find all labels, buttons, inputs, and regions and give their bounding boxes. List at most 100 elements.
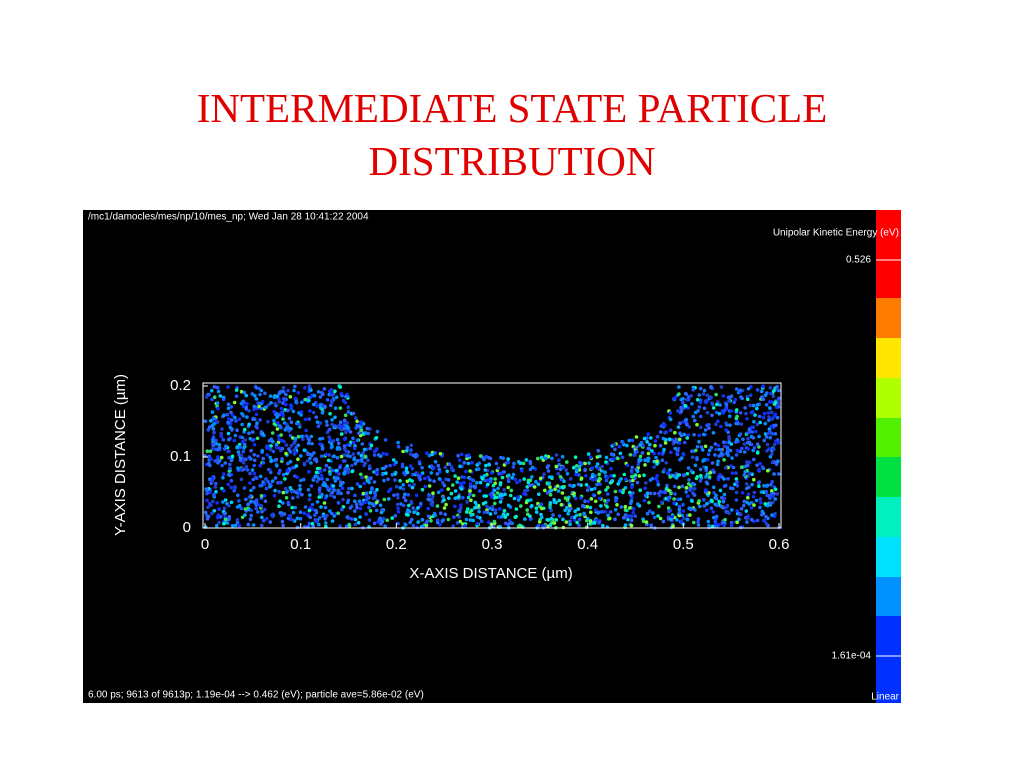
particle [279,406,284,411]
particle [762,484,766,488]
particle [536,523,541,528]
particle [716,443,721,448]
particle [216,406,220,411]
particle [755,388,760,392]
particle [335,455,340,460]
particle [490,507,495,512]
particle [506,477,511,482]
particle [596,448,601,453]
particle [414,493,419,498]
x-tick-label: 0.6 [769,536,790,553]
particle [314,508,318,513]
particle [277,504,281,509]
particle [768,454,773,459]
particle [296,391,301,395]
particle [361,450,366,455]
particle [777,388,781,393]
particle [348,430,353,434]
particle [355,505,359,510]
particle [273,488,277,493]
particle [764,514,768,519]
particle [748,429,753,434]
particle [433,513,437,517]
particle [239,467,244,472]
particle [453,489,458,493]
particle [699,445,704,449]
particle [698,504,702,509]
particle [623,508,628,512]
particle [740,491,745,495]
particle [343,447,347,452]
particle [364,491,369,496]
particle [601,523,605,528]
particle [327,466,332,470]
particle [239,477,244,482]
particle [734,387,739,391]
particle [646,456,650,461]
particle [563,508,567,513]
particle [217,446,221,450]
particle [696,517,701,521]
particle [214,490,218,494]
particle [435,472,440,476]
particle [716,477,721,482]
particle [263,507,267,512]
particle [669,491,673,496]
particle [429,464,434,468]
particle [508,493,513,498]
particle [466,461,471,466]
particle [493,477,498,481]
colorbar-segment [876,378,901,418]
particle [687,478,691,482]
particle [328,509,332,513]
particle [301,477,306,482]
particle [333,406,338,410]
particle [233,485,237,489]
particle [274,442,279,447]
particle [362,447,367,452]
particle [281,386,286,390]
particle [272,422,277,426]
particle [661,519,666,524]
particle [393,478,397,482]
particle [210,410,215,414]
particle [659,430,663,434]
particle [318,469,323,474]
particle [760,465,765,469]
particle [424,520,429,525]
particle [307,508,312,513]
particle [339,427,344,431]
particle [232,488,236,493]
particle [242,390,247,395]
particle [409,443,414,447]
particle [319,454,324,458]
particle [260,523,264,528]
particle [310,521,315,526]
particle [616,512,620,517]
particle [284,490,289,494]
particle [589,497,594,501]
particle [604,460,608,464]
particle [634,445,639,450]
x-tick-label: 0.4 [577,536,598,553]
particle [250,468,255,472]
particle [668,411,673,415]
colorbar-segment [876,616,901,703]
particle [258,463,262,468]
particle [342,437,347,442]
particle [212,492,216,497]
particle [250,430,255,434]
particle [646,459,650,463]
particle [303,417,308,422]
particle [350,469,355,474]
particle [254,397,259,401]
particle [352,446,357,451]
particle [648,491,653,496]
colorbar-min: 1.61e-04 [832,651,872,662]
particle [652,451,656,456]
particle [307,398,311,403]
particle [642,473,646,478]
particle [351,411,356,416]
particle [485,510,490,514]
particle [227,504,231,508]
